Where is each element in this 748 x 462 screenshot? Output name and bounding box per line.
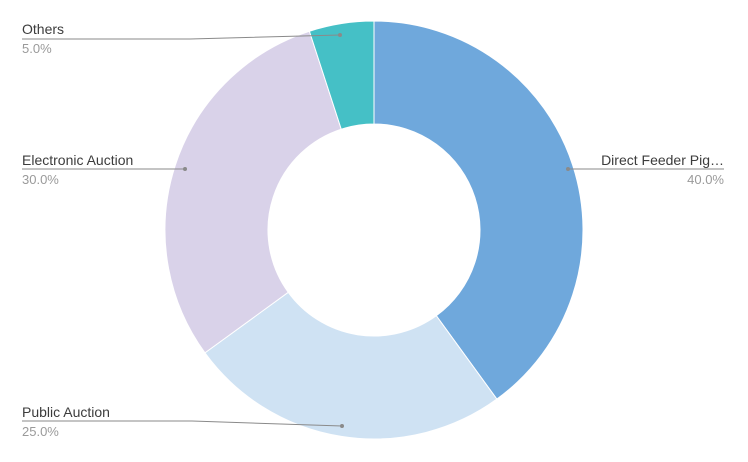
slice-value-public-auction: 25.0% [22, 424, 59, 439]
slice-label-electronic-auction: Electronic Auction [22, 152, 133, 168]
leader-line-others [22, 34, 341, 40]
slice-direct-feeder-pig[interactable] [373, 20, 584, 400]
slice-value-direct-feeder-pig: 40.0% [687, 172, 724, 187]
leader-lines-group [22, 33, 724, 428]
leader-dot-direct-feeder-pig [566, 167, 570, 171]
slice-label-public-auction: Public Auction [22, 404, 110, 420]
labels-group: Direct Feeder Pig… 40.0% Public Auction 25.… [22, 21, 724, 439]
leader-dot-electronic-auction [183, 167, 187, 171]
leader-dot-others [338, 33, 342, 37]
slice-others[interactable] [308, 20, 375, 130]
leader-line-public-auction [22, 420, 343, 427]
slice-label-others: Others [22, 21, 64, 37]
slices-group [164, 20, 584, 440]
slice-public-auction[interactable] [204, 291, 498, 440]
slice-label-direct-feeder-pig: Direct Feeder Pig… [601, 152, 724, 168]
slice-electronic-auction[interactable] [164, 30, 342, 354]
slice-value-electronic-auction: 30.0% [22, 172, 59, 187]
slice-value-others: 5.0% [22, 41, 52, 56]
leader-dot-public-auction [340, 424, 344, 428]
